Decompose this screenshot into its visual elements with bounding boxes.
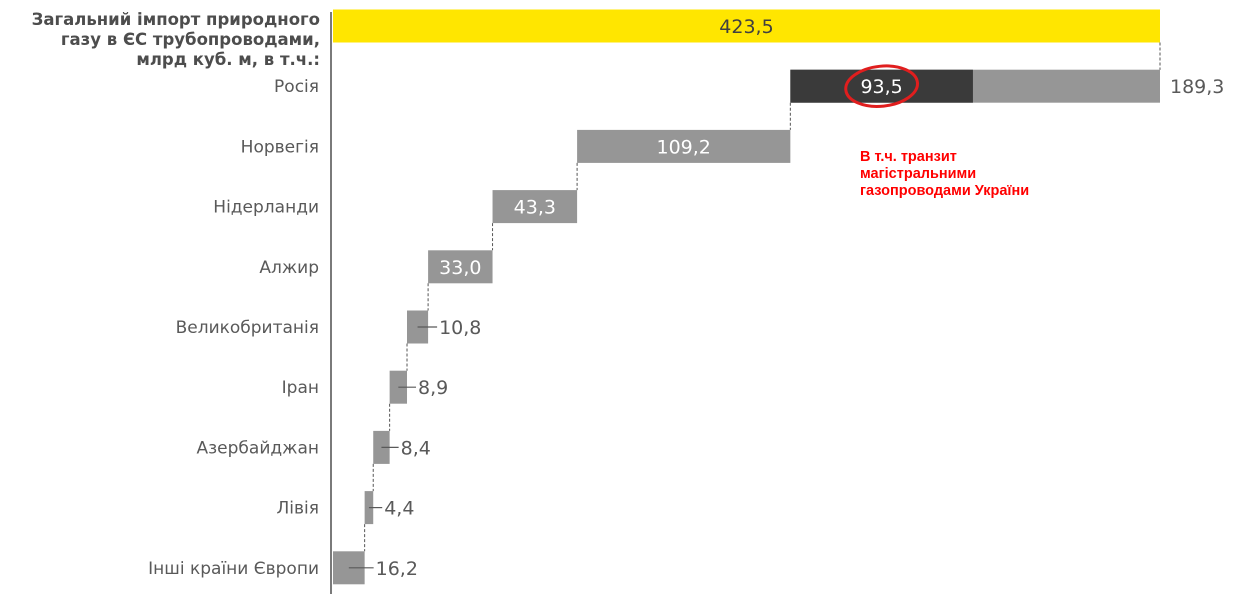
value-label: 8,9	[418, 377, 448, 399]
value-label: 10,8	[439, 317, 481, 339]
highlight-value-label: 93,5	[860, 76, 902, 98]
category-label: Інші країни Європи	[148, 559, 319, 579]
bars	[333, 9, 1160, 585]
category-label: Лівія	[277, 499, 319, 519]
annotation-line-1: В т.ч. транзит	[860, 149, 957, 165]
category-label: Росія	[274, 77, 319, 97]
total-value-label: 423,5	[719, 16, 773, 38]
value-label: 16,2	[376, 558, 418, 580]
annotation-text: В т.ч. транзит магістральними газопровод…	[860, 149, 1029, 199]
category-label: Нідерланди	[213, 198, 319, 218]
highlight-bar	[790, 69, 973, 103]
total-label-line: Загальний імпорт природного	[32, 10, 320, 29]
bar	[577, 129, 791, 163]
bar	[428, 250, 493, 284]
labels: 423,5 Загальний імпорт природного газу в Є…	[32, 10, 1225, 580]
value-label: 189,3	[1170, 76, 1224, 98]
highlight-circle	[844, 64, 919, 108]
bar	[364, 491, 374, 525]
bar	[492, 190, 578, 224]
total-label-line: млрд куб. м, в т.ч.:	[136, 50, 320, 69]
total-label-line: газу в ЄС трубопроводами,	[61, 30, 320, 49]
category-label: Великобританія	[176, 318, 319, 338]
value-label: 109,2	[657, 136, 711, 158]
value-label: 4,4	[384, 498, 414, 520]
bar	[373, 430, 390, 464]
category-label: Алжир	[259, 258, 319, 278]
value-label: 8,4	[401, 437, 431, 459]
total-category-label: Загальний імпорт природного газу в ЄС тру…	[32, 10, 320, 69]
annotation-line-2: магістральними	[860, 166, 976, 182]
value-label: 43,3	[514, 197, 556, 219]
category-label: Азербайджан	[197, 438, 319, 458]
value-label: 33,0	[439, 257, 481, 279]
connector-lines	[364, 42, 1161, 552]
annotation-line-3: газопроводами України	[860, 183, 1029, 199]
category-label: Норвегія	[241, 137, 319, 157]
total-bar	[333, 9, 1160, 43]
category-label: Іран	[282, 378, 319, 398]
